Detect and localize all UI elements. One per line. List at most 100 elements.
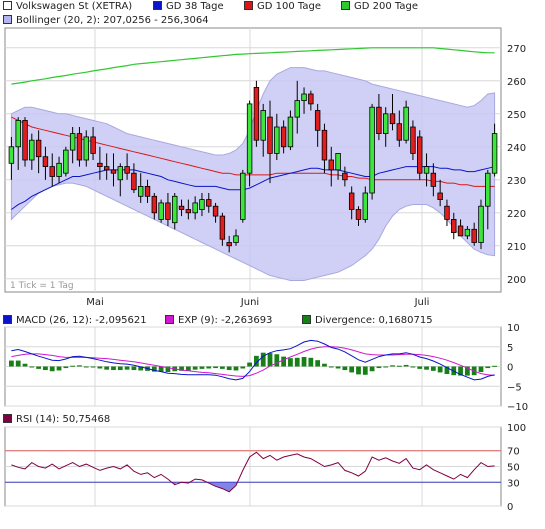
main-y-tick-label: 210	[507, 242, 526, 253]
legend-label-candles: Volkswagen St (XETRA)	[16, 1, 133, 12]
candle-body	[124, 166, 130, 174]
divergence-bar	[444, 366, 450, 375]
candle-body	[83, 136, 89, 161]
legend-label-macd: MACD (26, 12): -2,095621	[16, 315, 147, 326]
candle-body	[328, 159, 334, 171]
candle-body	[117, 166, 124, 181]
divergence-bar	[56, 366, 62, 371]
divergence-bar	[260, 352, 266, 367]
divergence-bar	[192, 366, 198, 370]
legend-swatch-gd200	[341, 1, 350, 10]
candle-body	[485, 172, 491, 207]
divergence-bar	[185, 366, 191, 371]
legend-label-gd100: GD 100 Tage	[257, 1, 321, 12]
legend-label-gd200: GD 200 Tage	[354, 1, 418, 12]
divergence-bar	[83, 366, 89, 368]
divergence-bar	[117, 366, 123, 371]
divergence-bar	[403, 364, 409, 367]
candle-body	[192, 202, 198, 214]
divergence-bar	[349, 366, 355, 373]
divergence-bar	[138, 366, 144, 371]
macd-y-tick-label: 5	[507, 343, 513, 354]
x-axis-label-juni: Juni	[240, 297, 259, 308]
candle-body	[457, 225, 464, 237]
legend-gd200: GD 200 Tage	[341, 1, 418, 12]
candle-body	[274, 126, 280, 154]
macd-y-tick-label: −5	[507, 382, 522, 393]
gd38-line	[11, 166, 495, 210]
divergence-bar	[417, 366, 423, 369]
candle-body	[90, 136, 96, 154]
divergence-bar	[335, 366, 341, 369]
candle-body	[342, 172, 348, 181]
divergence-bar	[274, 354, 280, 367]
rsi-line	[11, 451, 495, 493]
legend-macd: MACD (26, 12): -2,095621	[3, 315, 147, 326]
divergence-bar	[492, 365, 497, 367]
divergence-bar	[219, 366, 225, 369]
rsi-y-tick-label: 100	[507, 423, 526, 434]
candle-body	[8, 146, 15, 164]
legend-label-bollinger: Bollinger (20, 2): 207,0256 - 256,3064	[16, 15, 209, 26]
candle-body	[110, 169, 117, 174]
candle-body	[199, 199, 205, 210]
macd-y-tick-label: 10	[507, 323, 520, 334]
candle-body	[246, 103, 253, 174]
candle-body	[165, 202, 171, 220]
divergence-bar	[396, 365, 402, 367]
divergence-bar	[342, 366, 348, 371]
macd-line	[11, 339, 495, 381]
divergence-bar	[77, 365, 82, 367]
candle-body	[63, 149, 69, 174]
candle-body	[423, 166, 430, 174]
candle-body	[76, 133, 83, 161]
legend-bollinger: Bollinger (20, 2): 207,0256 - 256,3064	[3, 15, 209, 26]
rsi-y-tick-label: 0	[507, 502, 513, 513]
rsi-y-tick-label: 50	[507, 463, 520, 474]
divergence-bar	[158, 366, 164, 372]
candle-body	[287, 116, 294, 148]
candle-body	[335, 152, 341, 171]
divergence-bar	[281, 356, 287, 367]
legend-swatch-macd	[3, 315, 12, 324]
candle-body	[471, 228, 477, 243]
legend-swatch-bollinger	[3, 15, 12, 24]
legend-label-gd38: GD 38 Tage	[166, 1, 224, 12]
divergence-bar	[430, 366, 436, 371]
candle-body	[144, 185, 151, 197]
main-y-tick-label: 220	[507, 209, 526, 220]
divergence-bar	[478, 366, 484, 373]
legend-label-rsi: RSI (14): 50,75468	[16, 414, 111, 425]
divergence-bar	[97, 366, 103, 369]
divergence-bar	[254, 355, 259, 367]
rsi-oversold-fill	[172, 482, 238, 492]
candle-body	[226, 242, 232, 247]
legend-rsi: RSI (14): 50,75468	[3, 414, 110, 425]
divergence-bar	[458, 366, 463, 376]
candle-body	[151, 195, 158, 214]
candle-body	[478, 205, 484, 243]
candle-body	[464, 228, 471, 237]
divergence-bar	[301, 357, 307, 367]
candle-body	[137, 185, 144, 197]
legend-candles: Volkswagen St (XETRA)	[3, 1, 132, 12]
rsi-y-tick-label: 70	[507, 447, 520, 458]
candle-body	[212, 205, 219, 217]
divergence-bar	[165, 366, 171, 373]
main-y-tick-label: 200	[507, 275, 526, 286]
candle-body	[451, 218, 457, 233]
x-axis-label-juli: Juli	[414, 297, 430, 308]
candle-body	[42, 156, 49, 167]
divergence-bar	[124, 366, 130, 370]
legend-gd38: GD 38 Tage	[153, 1, 224, 12]
candle-body	[56, 162, 62, 177]
divergence-bar	[322, 363, 327, 367]
candle-body	[219, 215, 226, 240]
candle-body	[382, 113, 389, 135]
divergence-bar	[49, 366, 55, 372]
candle-body	[267, 116, 273, 154]
divergence-bar	[267, 353, 273, 367]
divergence-bar	[213, 366, 218, 369]
divergence-bar	[206, 366, 212, 369]
main-y-tick-label: 250	[507, 110, 526, 121]
